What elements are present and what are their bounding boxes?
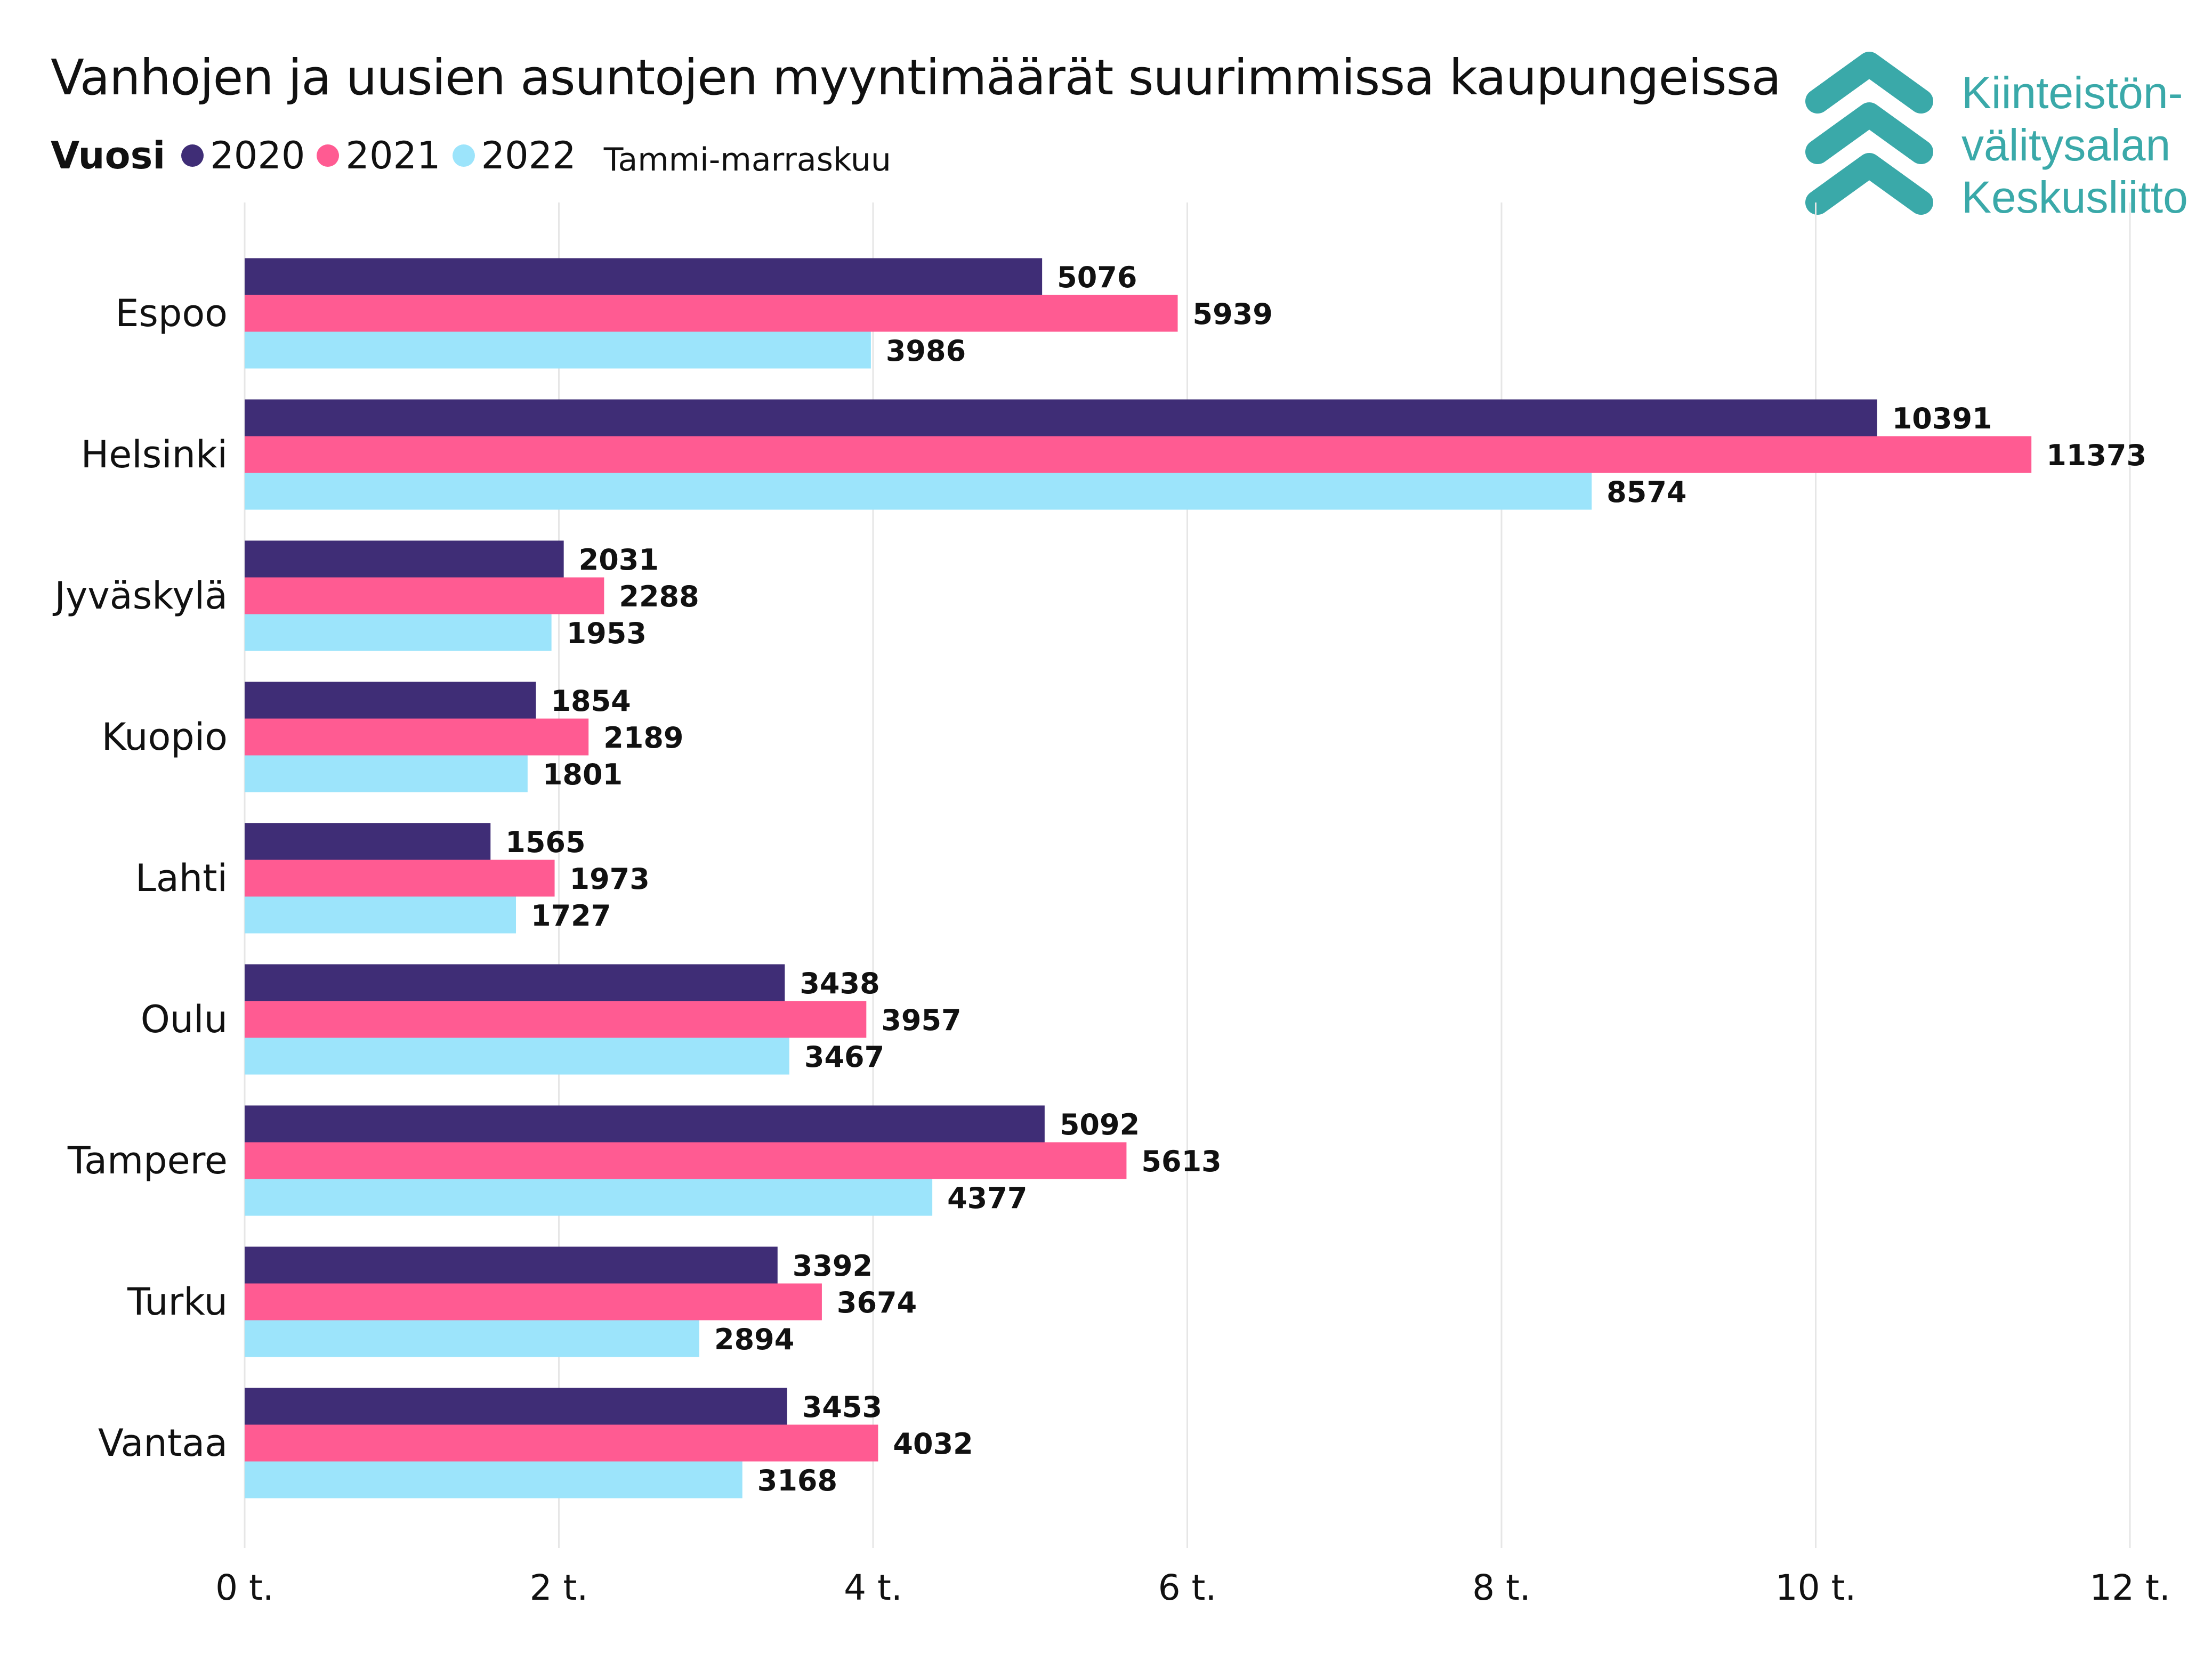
data-label: 1854 [551,684,631,718]
bar [245,614,552,651]
x-tick-label: 12 t. [2089,1567,2170,1608]
bar [245,1461,742,1498]
legend-label: 2022 [481,134,576,177]
data-label: 3168 [757,1464,837,1497]
bar [245,577,604,614]
data-label: 1727 [531,899,611,933]
data-label: 3438 [800,967,879,1000]
legend-title: Vuosi [51,134,166,177]
data-label: 5939 [1193,297,1273,331]
chart-title: Vanhojen ja uusien asuntojen myyntimäärä… [51,49,1781,106]
data-label: 4032 [893,1427,973,1461]
data-label: 11373 [2046,439,2146,472]
data-label: 2288 [619,580,699,613]
bar [245,1001,867,1038]
data-label: 3467 [804,1040,884,1074]
bar [245,399,1877,436]
legend-note: Tammi-marraskuu [603,141,891,179]
bar [245,823,491,860]
x-tick-label: 6 t. [1158,1567,1217,1608]
legend-label: 2021 [345,134,441,177]
data-label: 3674 [837,1286,917,1319]
category-label: Lahti [135,856,228,900]
logo-text: Kiinteistön- välitysalan Keskusliitto [1961,67,2188,223]
x-tick-label: 4 t. [844,1567,902,1608]
data-label: 5076 [1057,261,1137,294]
bar [245,755,528,792]
chevrons-logo-icon [1805,52,1933,215]
data-label: 1953 [567,617,647,650]
logo-line-1: Kiinteistön- [1961,68,2183,118]
data-label: 1973 [570,862,650,896]
bar [245,682,536,719]
bar [245,896,516,934]
data-label: 5092 [1060,1108,1140,1141]
bar [245,473,1592,510]
category-label: Kuopio [102,715,228,759]
legend-item-2022[interactable]: 2022 [452,134,576,177]
bar [245,258,1043,295]
data-label: 3392 [793,1249,873,1283]
x-tick-label: 2 t. [530,1567,588,1608]
bar [245,964,785,1001]
category-label: Vantaa [98,1421,228,1465]
data-label: 3986 [886,334,966,368]
category-label: Oulu [141,998,228,1041]
category-label: Helsinki [81,433,228,476]
bar [245,1320,700,1357]
bar [245,1283,822,1320]
x-tick-label: 8 t. [1472,1567,1531,1608]
legend-marker [181,144,204,167]
data-label: 5613 [1141,1145,1221,1178]
logo-line-3: Keskusliitto [1961,172,2188,222]
data-label: 4377 [947,1181,1027,1215]
bar [245,718,589,756]
legend-item-2020[interactable]: 2020 [181,134,305,177]
bar [245,860,555,897]
data-label: 2894 [714,1323,794,1356]
x-tick-label: 10 t. [1775,1567,1856,1608]
data-label: 2189 [603,721,683,755]
legend: Vuosi 2020 2021 2022 Tammi-marraskuu [51,134,891,179]
category-label: Tampere [67,1139,228,1182]
bar [245,540,564,578]
bar [245,295,1178,332]
bar [245,1246,778,1284]
data-label: 3957 [881,1003,961,1037]
data-label: 1801 [543,758,623,791]
data-label: 10391 [1892,402,1992,435]
bar [245,331,871,369]
data-label: 3453 [802,1390,882,1424]
legend-marker [317,144,340,167]
bar [245,1105,1045,1143]
bar [245,1388,787,1425]
category-label: Jyväskylä [52,574,228,618]
x-tick-label: 0 t. [215,1567,274,1608]
data-label: 1565 [505,825,585,859]
logo-line-2: välitysalan [1961,120,2171,170]
logo: Kiinteistön- välitysalan Keskusliitto [1802,51,2188,226]
bar [245,1038,789,1075]
bar [245,436,2032,473]
category-label: Turku [127,1280,228,1324]
bar [245,1424,878,1462]
data-label: 2031 [579,543,659,577]
bar [245,1179,933,1216]
category-label: Espoo [115,291,228,335]
legend-label: 2020 [210,134,305,177]
bar [245,1142,1127,1179]
legend-marker [452,144,475,167]
data-label: 8574 [1606,475,1686,509]
legend-item-2021[interactable]: 2021 [317,134,441,177]
